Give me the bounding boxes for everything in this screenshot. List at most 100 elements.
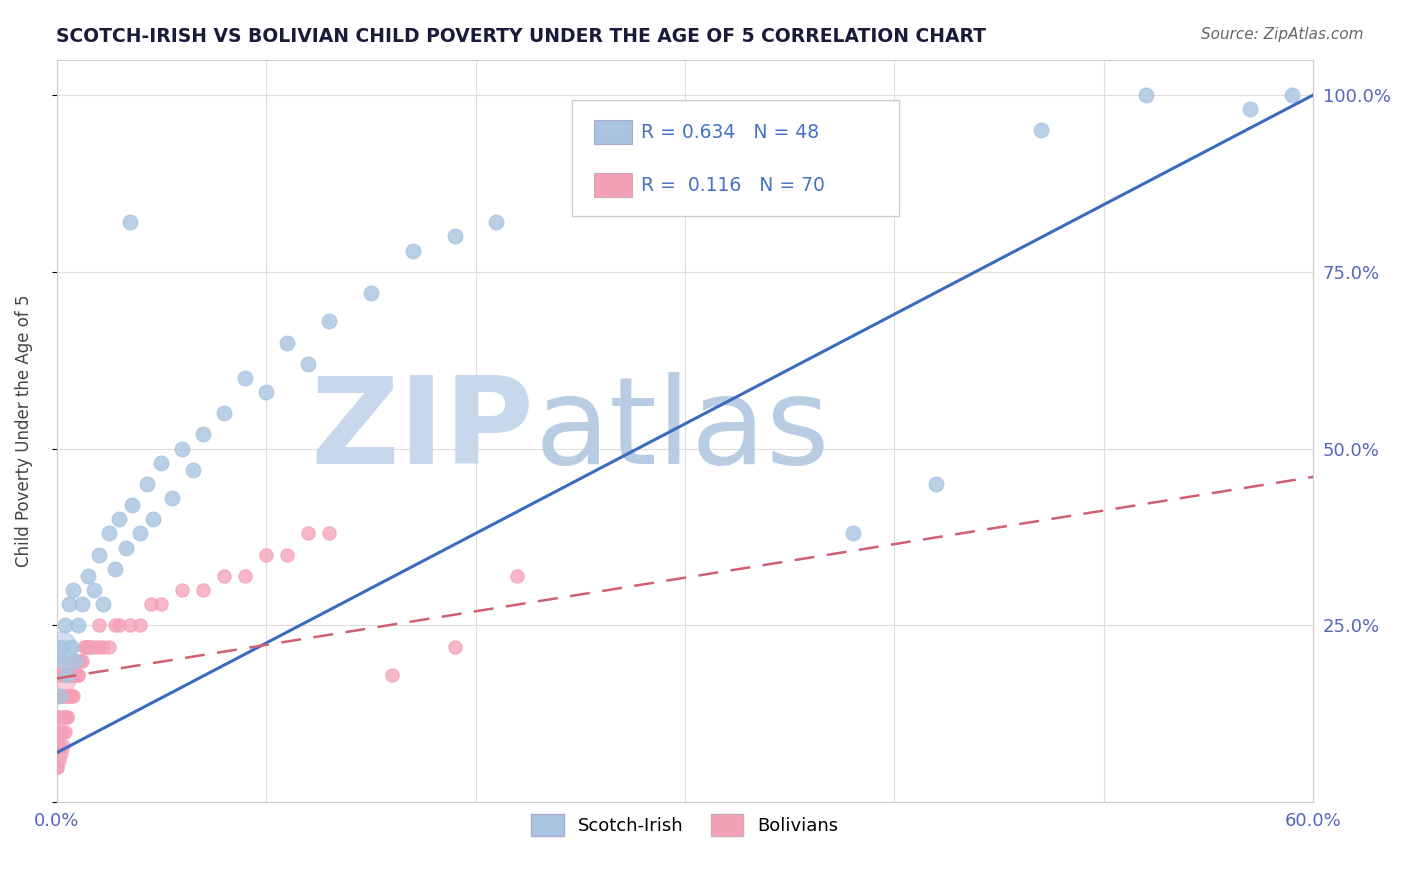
Point (150, 456, 173, 470)
Point (75, 640, 97, 654)
Point (193, 427, 215, 442)
Point (48, 668, 70, 682)
Point (56, 689, 79, 703)
Point (49, 640, 72, 654)
Point (485, 215, 508, 229)
Point (142, 512, 165, 526)
Point (45, 668, 67, 682)
Point (53, 710, 76, 724)
Point (212, 569, 235, 583)
Point (631, 159, 654, 173)
Text: Source: ZipAtlas.com: Source: ZipAtlas.com (1201, 27, 1364, 42)
Point (62, 583, 84, 598)
Point (172, 583, 194, 598)
Point (381, 668, 404, 682)
Point (66, 668, 89, 682)
Point (193, 583, 215, 598)
Point (925, 477, 948, 491)
Point (87, 640, 110, 654)
Point (181, 463, 204, 477)
Point (79, 640, 101, 654)
Point (77, 640, 100, 654)
Point (402, 244, 425, 258)
Point (45, 760, 67, 774)
Point (52, 654, 75, 668)
Point (1281, 87, 1303, 102)
Text: ZIP: ZIP (311, 373, 534, 490)
Point (52, 724, 75, 739)
Text: R =  0.116   N = 70: R = 0.116 N = 70 (641, 176, 825, 194)
Point (212, 406, 235, 420)
Point (98, 526, 121, 541)
Point (172, 442, 194, 456)
Point (87, 618, 110, 632)
Point (48, 689, 70, 703)
Point (60, 689, 83, 703)
Point (49, 710, 72, 724)
Point (45, 689, 67, 703)
Text: R = 0.634   N = 48: R = 0.634 N = 48 (641, 123, 820, 142)
Point (1135, 87, 1157, 102)
Point (276, 335, 298, 350)
Point (58, 597, 80, 611)
Point (254, 384, 277, 399)
Point (49, 746, 72, 760)
Point (160, 491, 183, 505)
Point (48, 753, 70, 767)
Point (52, 668, 75, 682)
Point (58, 668, 80, 682)
Point (52, 689, 75, 703)
Point (77, 640, 100, 654)
Point (77, 569, 100, 583)
Point (45, 739, 67, 753)
Point (104, 562, 127, 576)
Text: atlas: atlas (534, 373, 830, 490)
Point (49, 640, 72, 654)
Point (53, 724, 76, 739)
Point (53, 618, 76, 632)
Point (60, 640, 83, 654)
Point (48, 710, 70, 724)
Point (98, 640, 121, 654)
Point (276, 548, 298, 562)
Point (83, 640, 105, 654)
Point (48, 689, 70, 703)
Point (69, 654, 91, 668)
Point (49, 689, 72, 703)
Point (297, 526, 319, 541)
Point (318, 314, 340, 328)
Point (70, 597, 93, 611)
Legend: Scotch-Irish, Bolivians: Scotch-Irish, Bolivians (522, 805, 848, 846)
Point (66, 668, 89, 682)
Point (58, 689, 80, 703)
Point (135, 477, 157, 491)
Point (104, 618, 127, 632)
Point (297, 357, 319, 371)
Point (841, 526, 863, 541)
Point (45, 760, 67, 774)
Point (49, 724, 72, 739)
Point (45, 710, 67, 724)
FancyBboxPatch shape (595, 120, 633, 145)
Point (83, 583, 105, 598)
Point (60, 668, 83, 682)
Point (118, 215, 141, 229)
Point (65, 668, 87, 682)
Point (108, 618, 131, 632)
Point (233, 569, 256, 583)
Point (62, 668, 84, 682)
Point (48, 724, 70, 739)
Point (87, 548, 110, 562)
Y-axis label: Child Poverty Under the Age of 5: Child Poverty Under the Age of 5 (15, 294, 32, 567)
Point (139, 597, 162, 611)
Point (129, 618, 152, 632)
Point (716, 194, 738, 208)
Point (49, 668, 72, 682)
Point (121, 498, 143, 512)
Point (150, 597, 173, 611)
Text: SCOTCH-IRISH VS BOLIVIAN CHILD POVERTY UNDER THE AGE OF 5 CORRELATION CHART: SCOTCH-IRISH VS BOLIVIAN CHILD POVERTY U… (56, 27, 986, 45)
Point (66, 654, 89, 668)
Point (56, 668, 79, 682)
Point (73, 640, 96, 654)
Point (1239, 102, 1261, 116)
